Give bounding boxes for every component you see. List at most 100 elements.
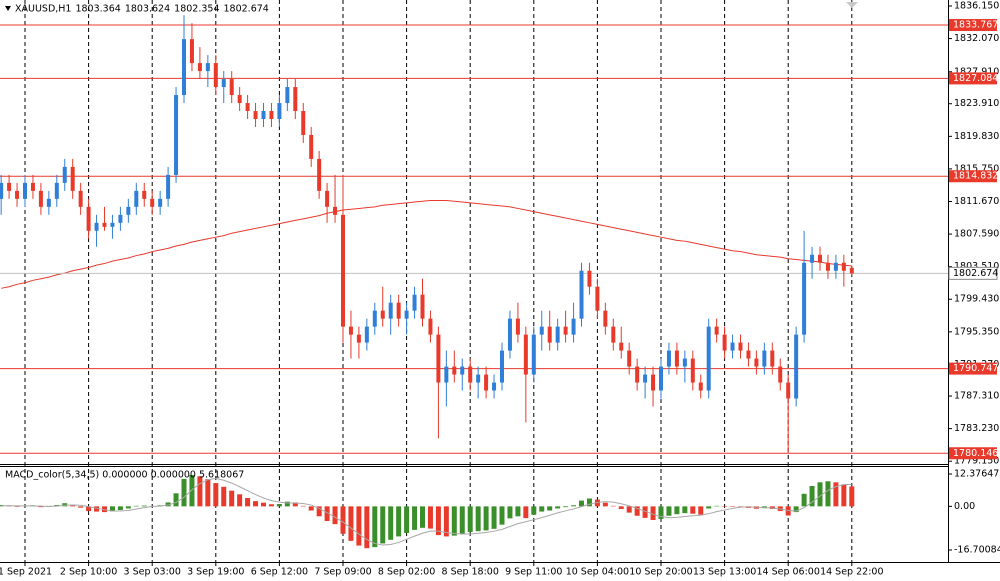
- candle-body: [722, 334, 727, 351]
- macd-bar: [706, 506, 712, 509]
- candle-body: [666, 350, 671, 367]
- candle-body: [237, 95, 242, 104]
- macd-bar: [499, 506, 505, 525]
- macd-bar: [14, 506, 20, 507]
- macd-bar: [523, 506, 529, 519]
- x-tick-label: 13 Sep 13:00: [693, 567, 756, 578]
- macd-bar: [261, 502, 266, 507]
- candle-body: [531, 334, 536, 375]
- macd-bar: [801, 493, 807, 507]
- x-tick-label: 8 Sep 02:00: [378, 567, 435, 578]
- candle-body: [460, 366, 465, 375]
- candle-body: [142, 190, 147, 199]
- candle-body: [189, 39, 194, 64]
- candle-body: [476, 374, 481, 383]
- candle-body: [468, 366, 473, 383]
- y-tick-label: 1787.310: [954, 391, 999, 402]
- candle-body: [436, 334, 441, 383]
- macd-bar: [698, 506, 704, 515]
- shift-marker: [846, 2, 858, 8]
- macd-bar: [348, 506, 354, 541]
- candle-body: [261, 111, 266, 119]
- candle-body: [404, 310, 409, 319]
- candle-body: [746, 350, 751, 359]
- macd-bar: [507, 506, 513, 519]
- candle-body: [611, 326, 616, 343]
- candle-body: [317, 158, 322, 191]
- candle-body: [452, 366, 457, 375]
- macd-bar: [682, 506, 688, 514]
- y-tick-label: 1807.590: [954, 229, 999, 240]
- candle-body: [277, 103, 282, 119]
- x-tick-label: 9 Sep 11:00: [505, 567, 562, 578]
- macd-bar: [666, 506, 672, 516]
- macd-bar: [650, 506, 656, 520]
- candle-body: [364, 326, 369, 343]
- candle-body: [786, 382, 791, 399]
- macd-bar: [276, 504, 282, 507]
- candle-body: [269, 111, 274, 119]
- y-tick-label: 1815.750: [954, 163, 999, 174]
- macd-bar: [221, 486, 227, 507]
- y-tick-label: 1779.150: [954, 456, 999, 467]
- candle-body: [571, 318, 576, 335]
- y-tick-label: 1795.350: [954, 326, 999, 337]
- macd-bar: [610, 505, 616, 507]
- candle-body: [547, 326, 552, 343]
- candle-body: [738, 342, 743, 351]
- macd-bar: [586, 498, 592, 507]
- candle-body: [523, 334, 528, 375]
- macd-bar: [571, 505, 577, 507]
- candle-body: [205, 63, 210, 72]
- candle-body: [0, 182, 4, 199]
- macd-bar: [316, 506, 322, 517]
- candle-body: [818, 254, 822, 263]
- candle-body: [126, 206, 131, 215]
- y-tick-label: 1836.150: [954, 0, 999, 11]
- candle-body: [54, 182, 59, 199]
- macd-bar: [594, 499, 600, 507]
- macd-bar: [722, 506, 728, 507]
- macd-bar: [245, 497, 251, 507]
- candle-body: [500, 350, 504, 383]
- macd-bar: [404, 506, 410, 534]
- macd-bar: [841, 484, 847, 507]
- macd-bar: [738, 506, 743, 507]
- candle-body: [388, 302, 393, 319]
- macd-bar: [324, 506, 330, 521]
- macd-bar: [793, 506, 799, 513]
- macd-bar: [332, 506, 338, 525]
- macd-bar: [396, 506, 402, 537]
- x-tick-label: 3 Sep 19:00: [187, 567, 244, 578]
- macd-bar: [467, 506, 473, 532]
- candle-body: [229, 79, 234, 96]
- y-tick-label: 1783.230: [954, 423, 999, 434]
- level-label: 1790.747: [953, 363, 998, 374]
- header-icon: [5, 6, 11, 11]
- x-tick-label: 14 Sep 22:00: [820, 567, 883, 578]
- macd-bar: [197, 476, 203, 507]
- macd-bar: [380, 506, 386, 544]
- candle-body: [563, 326, 568, 335]
- candle-body: [754, 358, 759, 367]
- macd-bar: [475, 506, 481, 532]
- candle-body: [833, 262, 838, 271]
- macd-bar: [555, 506, 561, 509]
- candle-body: [182, 39, 186, 96]
- macd-bar: [102, 506, 107, 513]
- macd-bar: [833, 482, 839, 507]
- level-label-box: [949, 447, 997, 460]
- candle-body: [245, 103, 250, 112]
- candle-body: [78, 190, 83, 207]
- y-tick-label: 1819.830: [954, 131, 999, 142]
- macd-bar: [205, 479, 211, 507]
- marks: [0, 15, 948, 549]
- candle-body: [595, 286, 600, 311]
- macd-bar: [730, 506, 736, 507]
- macd-bar: [420, 506, 425, 528]
- level-label: 1827.084: [953, 73, 998, 84]
- y-tick-label: 1832.070: [954, 33, 999, 44]
- candle-body: [714, 326, 719, 335]
